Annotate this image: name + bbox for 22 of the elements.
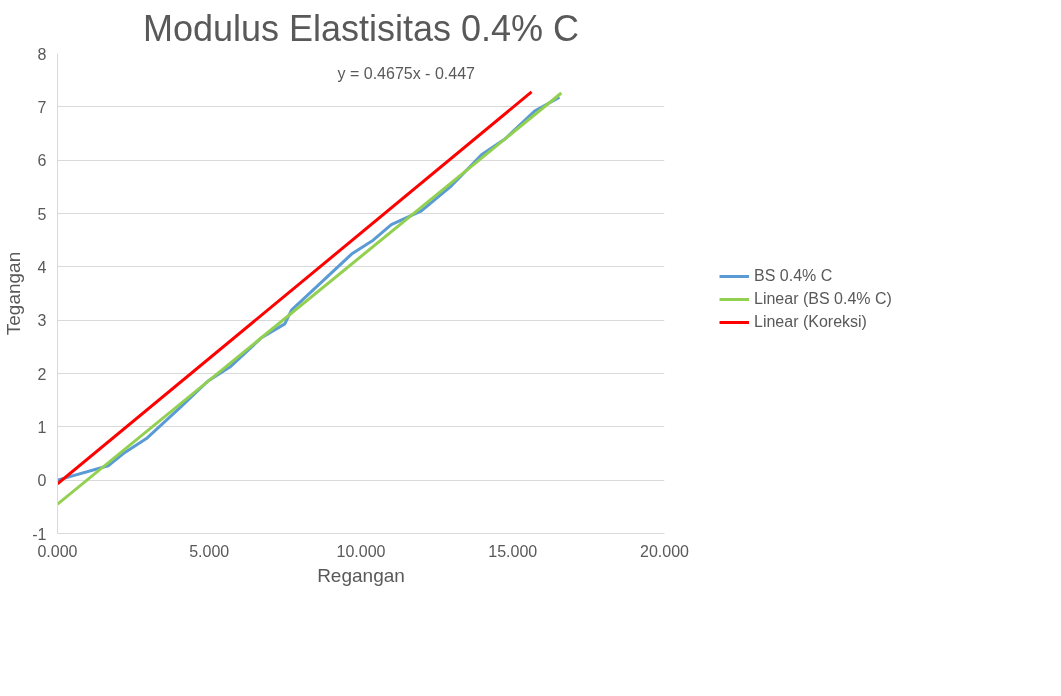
x-tick-label: 5.000 bbox=[189, 542, 230, 560]
x-tick-label: 10.000 bbox=[336, 542, 386, 560]
annotation: y = 0.4675x - 0.447 bbox=[337, 65, 476, 82]
y-tick-label: 0 bbox=[37, 472, 47, 490]
legend-label: Linear (BS 0.4% C) bbox=[754, 290, 892, 308]
x-tick-label: 20.000 bbox=[640, 542, 690, 560]
y-tick-label: 6 bbox=[37, 152, 47, 170]
y-tick-label: 5 bbox=[37, 205, 47, 223]
y-tick-label: 8 bbox=[37, 45, 47, 63]
y-tick-label: 3 bbox=[37, 312, 47, 330]
legend-label: BS 0.4% C bbox=[754, 267, 833, 285]
x-tick-label: 0.000 bbox=[37, 542, 78, 560]
y-tick-label: 1 bbox=[37, 418, 47, 436]
chart-title: Modulus Elastisitas 0.4% C bbox=[142, 7, 580, 49]
x-axis-title: Regangan bbox=[317, 564, 405, 586]
y-tick-label: 7 bbox=[37, 98, 47, 116]
legend-label: Linear (Koreksi) bbox=[754, 313, 867, 331]
x-tick-label: 15.000 bbox=[488, 542, 538, 560]
y-tick-label: -1 bbox=[32, 525, 47, 543]
y-tick-label: 4 bbox=[37, 258, 47, 276]
y-tick-label: 2 bbox=[37, 365, 47, 383]
y-axis-title: Tegangan bbox=[3, 251, 25, 336]
